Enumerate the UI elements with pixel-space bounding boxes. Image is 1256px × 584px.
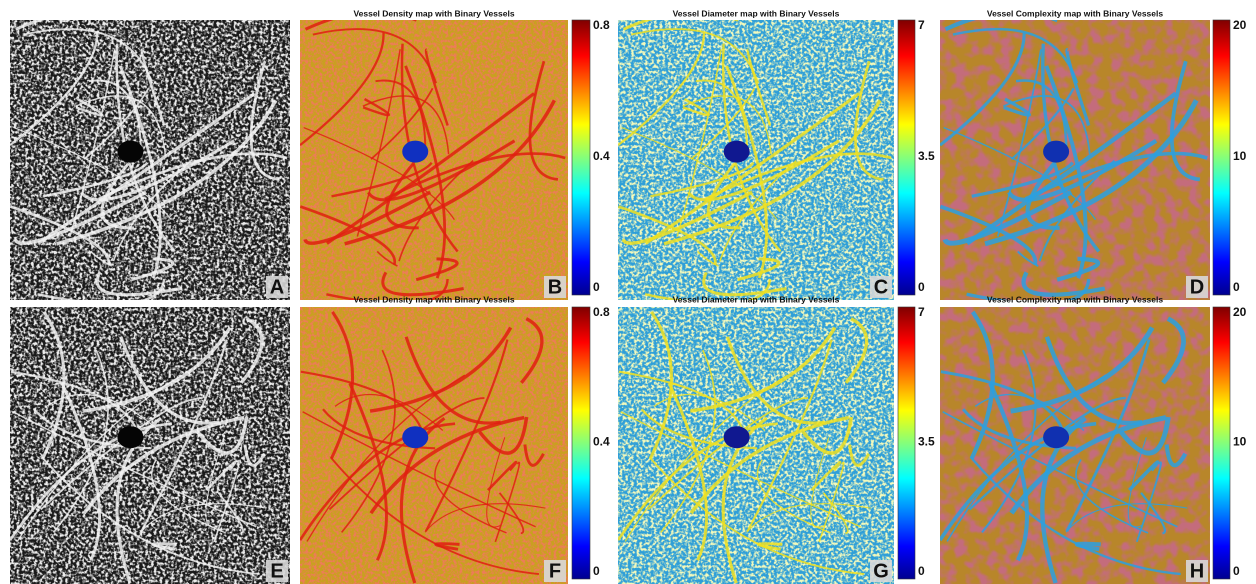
image	[300, 12, 568, 304]
panel-title: Vessel Complexity map with Binary Vessel…	[987, 294, 1163, 304]
image-texture	[300, 20, 568, 300]
fovea	[402, 141, 428, 163]
colorbar	[898, 307, 915, 579]
panel: D Vessel Complexity map with Binary Vesse…	[940, 8, 1247, 304]
panel: G Vessel Diameter map with Binary Vessels…	[618, 294, 935, 584]
image	[940, 12, 1210, 304]
colorbar-tick-label: 0.8	[593, 18, 610, 32]
panel-label: G	[873, 560, 889, 582]
image	[300, 307, 568, 584]
colorbar-tick-label: 0.8	[593, 305, 610, 319]
panel: E	[10, 307, 290, 584]
panel-title: Vessel Diameter map with Binary Vessels	[673, 294, 840, 304]
image	[10, 12, 290, 304]
panel: H Vessel Complexity map with Binary Vesse…	[940, 294, 1247, 584]
fovea	[1043, 426, 1069, 448]
panel-label: F	[549, 560, 561, 582]
panel-label: E	[270, 560, 283, 582]
panel: C Vessel Diameter map with Binary Vessels…	[618, 8, 935, 304]
colorbar-tick-label: 7	[918, 305, 925, 319]
colorbar-tick-label: 3.5	[918, 435, 935, 449]
panel-label: D	[1190, 276, 1204, 298]
fovea	[117, 426, 143, 448]
image	[10, 307, 290, 584]
colorbar-tick-label: 20	[1233, 18, 1247, 32]
panel-title: Vessel Density map with Binary Vessels	[353, 8, 514, 18]
panel-label: A	[270, 276, 284, 298]
panel: A	[10, 12, 290, 304]
fovea	[1043, 141, 1069, 163]
colorbar-tick-label: 0	[593, 280, 600, 294]
colorbar-tick-label: 0	[918, 564, 925, 578]
colorbar-tick-label: 10	[1233, 149, 1247, 163]
image	[618, 307, 894, 584]
colorbar-tick-label: 0	[1233, 280, 1240, 294]
panel: F Vessel Density map with Binary Vessels 0…	[300, 294, 610, 584]
panel-label: B	[548, 276, 562, 298]
fovea	[724, 141, 750, 163]
colorbar	[1213, 307, 1230, 579]
colorbar-tick-label: 0	[593, 564, 600, 578]
image	[618, 12, 894, 304]
panel-label: H	[1190, 560, 1204, 582]
fovea	[402, 426, 428, 448]
colorbar	[1213, 20, 1230, 295]
colorbar	[898, 20, 915, 295]
colorbar-tick-label: 0	[918, 280, 925, 294]
fovea	[724, 426, 750, 448]
panel-label: C	[874, 276, 888, 298]
colorbar	[572, 20, 590, 295]
colorbar-tick-label: 20	[1233, 305, 1247, 319]
panel-title: Vessel Diameter map with Binary Vessels	[673, 8, 840, 18]
colorbar-tick-label: 0.4	[593, 149, 610, 163]
colorbar-tick-label: 0.4	[593, 435, 610, 449]
colorbar-tick-label: 3.5	[918, 149, 935, 163]
panel-title: Vessel Complexity map with Binary Vessel…	[987, 8, 1163, 18]
fovea	[117, 141, 143, 163]
figure: A B Vessel Density map with Binary Vessels…	[0, 0, 1256, 584]
colorbar	[572, 307, 590, 579]
colorbar-tick-label: 10	[1233, 435, 1247, 449]
colorbar-tick-label: 0	[1233, 564, 1240, 578]
panel: B Vessel Density map with Binary Vessels 0…	[300, 8, 610, 304]
image	[940, 307, 1210, 584]
colorbar-tick-label: 7	[918, 18, 925, 32]
panel-title: Vessel Density map with Binary Vessels	[353, 294, 514, 304]
